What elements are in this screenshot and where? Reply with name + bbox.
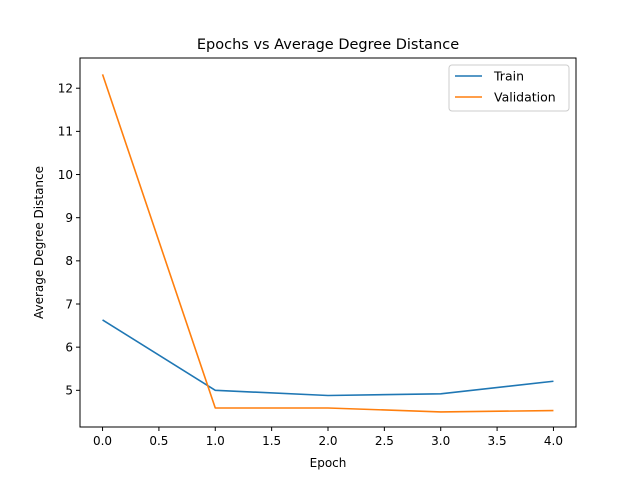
x-tick-label: 3.5: [488, 434, 507, 448]
y-tick-label: 8: [65, 254, 73, 268]
series-line-validation: [101, 74, 554, 413]
y-axis: 5 6 7 8 9 10 11 12: [58, 82, 80, 398]
x-axis: 0.0 0.5 1.0 1.5 2.0 2.5 3.0 3.5 4.0: [93, 427, 563, 448]
y-tick-label: 5: [65, 384, 73, 398]
x-tick-label: 0.5: [149, 434, 168, 448]
x-tick-label: 1.5: [262, 434, 281, 448]
x-tick-label: 0.0: [93, 434, 112, 448]
legend-label: Validation: [494, 90, 556, 105]
series-lines: [101, 74, 554, 413]
y-tick-label: 9: [65, 211, 73, 225]
x-tick-label: 1.0: [206, 434, 225, 448]
chart-title: Epochs vs Average Degree Distance: [197, 37, 459, 53]
legend: Train Validation: [448, 64, 570, 112]
y-tick-label: 12: [58, 82, 73, 96]
series-line-train: [102, 319, 554, 397]
legend-label: Train: [493, 69, 524, 84]
x-axis-label: Epoch: [310, 456, 347, 470]
x-tick-label: 2.5: [375, 434, 394, 448]
y-axis-label: Average Degree Distance: [32, 166, 46, 319]
plot-frame: [79, 57, 577, 428]
x-tick-label: 4.0: [544, 434, 563, 448]
y-tick-label: 6: [65, 340, 73, 354]
y-tick-label: 10: [58, 168, 73, 182]
x-tick-label: 2.0: [318, 434, 337, 448]
x-tick-label: 3.0: [431, 434, 450, 448]
y-tick-label: 7: [65, 297, 73, 311]
plot-area: [79, 57, 577, 428]
y-tick-label: 11: [58, 125, 73, 139]
